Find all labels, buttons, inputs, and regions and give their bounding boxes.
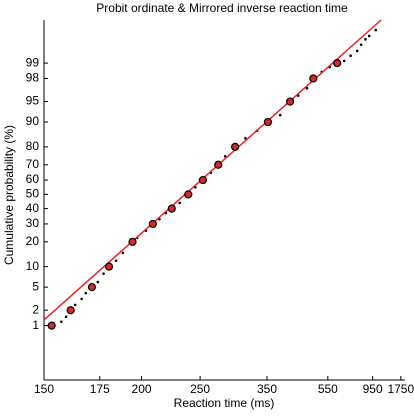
data-point bbox=[278, 113, 282, 117]
data-point bbox=[359, 43, 363, 47]
data-point bbox=[73, 303, 77, 307]
data-point bbox=[102, 272, 105, 275]
data-point bbox=[96, 280, 100, 284]
data-point bbox=[84, 291, 88, 295]
quantile-marker bbox=[285, 97, 295, 106]
data-point bbox=[178, 201, 182, 205]
data-point bbox=[80, 297, 83, 301]
y-tick-label: 90 bbox=[26, 114, 40, 128]
y-tick-label: 99 bbox=[26, 55, 40, 69]
quantile-marker bbox=[167, 204, 176, 213]
data-point bbox=[121, 251, 125, 255]
y-tick-label: 60 bbox=[26, 172, 40, 186]
quantile-marker bbox=[104, 262, 114, 271]
y-tick-label: 98 bbox=[26, 71, 40, 85]
y-tick-label: 40 bbox=[26, 201, 40, 215]
x-tick-label: 150 bbox=[34, 382, 54, 396]
y-tick-label: 20 bbox=[26, 234, 40, 248]
x-tick-label: 950 bbox=[363, 382, 383, 396]
x-tick-label: 1750 bbox=[387, 382, 414, 396]
data-point bbox=[367, 34, 371, 38]
data-point bbox=[305, 86, 309, 90]
quantile-marker bbox=[148, 219, 157, 229]
quantile-marker bbox=[128, 237, 137, 246]
data-point bbox=[355, 49, 359, 53]
quantile-marker bbox=[87, 283, 97, 292]
data-point bbox=[374, 28, 378, 32]
y-tick-label: 2 bbox=[32, 302, 39, 316]
quantile-marker bbox=[66, 306, 75, 315]
data-point bbox=[364, 38, 367, 41]
data-point bbox=[64, 315, 68, 319]
data-point bbox=[114, 259, 118, 262]
data-point bbox=[349, 54, 352, 58]
y-tick-label: 30 bbox=[26, 216, 40, 230]
y-tick-label: 80 bbox=[26, 139, 40, 153]
y-axis-label: Cumulative probability (%) bbox=[2, 125, 16, 265]
quantile-marker bbox=[333, 58, 342, 68]
y-tick-label: 5 bbox=[32, 279, 39, 293]
y-tick-label: 95 bbox=[26, 94, 40, 108]
data-point bbox=[342, 59, 346, 63]
quantile-marker bbox=[47, 321, 56, 330]
x-tick-label: 200 bbox=[132, 382, 152, 396]
y-tick-label: 1 bbox=[32, 318, 39, 332]
x-axis-label: Reaction time (ms) bbox=[174, 396, 275, 410]
y-tick-label: 70 bbox=[26, 157, 40, 171]
quantile-marker bbox=[184, 190, 193, 199]
quantile-marker bbox=[263, 117, 273, 127]
chart-title: Probit ordinate & Mirrored inverse react… bbox=[96, 1, 348, 15]
y-tick-label: 10 bbox=[26, 259, 40, 273]
data-point bbox=[223, 154, 227, 158]
quantile-marker bbox=[214, 160, 223, 169]
data-point bbox=[244, 136, 247, 140]
data-point bbox=[60, 320, 63, 323]
fit-line bbox=[43, 19, 382, 321]
x-tick-label: 175 bbox=[90, 382, 110, 396]
quantile-marker bbox=[231, 142, 240, 151]
quantile-marker bbox=[198, 175, 207, 185]
x-tick-label: 250 bbox=[190, 382, 210, 396]
y-tick-label: 50 bbox=[26, 187, 40, 201]
x-tick-label: 550 bbox=[318, 382, 338, 396]
quantile-marker bbox=[309, 74, 318, 83]
x-tick-label: 350 bbox=[257, 382, 277, 396]
